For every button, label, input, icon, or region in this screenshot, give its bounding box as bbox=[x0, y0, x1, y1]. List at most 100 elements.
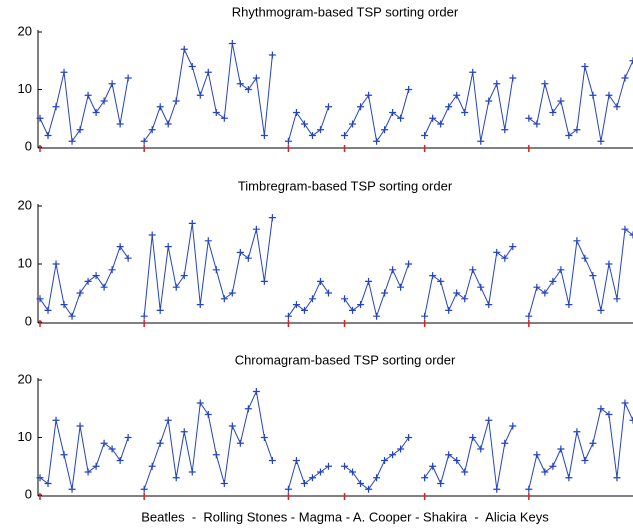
data-point bbox=[469, 68, 477, 76]
data-point bbox=[461, 295, 469, 303]
data-point bbox=[172, 97, 180, 105]
data-point bbox=[493, 80, 501, 88]
data-point bbox=[244, 86, 252, 93]
data-point bbox=[509, 74, 517, 82]
data-point bbox=[140, 312, 148, 320]
data-point bbox=[485, 416, 493, 424]
data-point bbox=[533, 120, 541, 128]
data-point bbox=[501, 439, 509, 447]
data-point bbox=[92, 272, 100, 280]
data-point bbox=[68, 485, 76, 493]
data-point bbox=[597, 405, 605, 413]
data-point bbox=[244, 405, 252, 413]
data-point bbox=[341, 295, 349, 303]
data-point bbox=[92, 109, 100, 116]
data-point bbox=[605, 411, 613, 418]
data-point bbox=[260, 132, 268, 139]
data-point bbox=[260, 277, 268, 285]
data-point bbox=[68, 312, 76, 320]
data-point bbox=[541, 289, 549, 297]
data-point bbox=[629, 231, 633, 239]
data-point bbox=[84, 277, 92, 285]
data-point bbox=[445, 306, 453, 314]
data-point bbox=[212, 451, 220, 459]
data-point bbox=[236, 439, 244, 447]
data-point bbox=[357, 103, 365, 111]
data-point bbox=[573, 126, 581, 134]
data-point bbox=[557, 97, 565, 105]
data-point bbox=[36, 114, 44, 122]
data-point bbox=[108, 266, 116, 274]
data-point bbox=[629, 57, 633, 65]
data-point bbox=[381, 126, 389, 134]
data-point bbox=[124, 434, 132, 441]
data-point bbox=[373, 137, 381, 145]
data-point bbox=[36, 474, 44, 482]
data-point bbox=[212, 109, 220, 116]
data-point bbox=[308, 474, 316, 482]
data-point bbox=[316, 468, 324, 476]
data-point bbox=[44, 480, 52, 487]
data-point bbox=[501, 126, 509, 134]
data-point bbox=[421, 312, 429, 320]
data-point bbox=[228, 422, 236, 430]
data-point bbox=[581, 457, 589, 464]
data-point bbox=[156, 439, 164, 447]
data-point bbox=[108, 445, 116, 453]
data-point bbox=[220, 480, 228, 487]
data-point bbox=[493, 248, 501, 256]
data-point bbox=[349, 468, 357, 476]
y-tick-label: 10 bbox=[18, 81, 32, 96]
plot bbox=[36, 214, 633, 327]
y-tick-label: 10 bbox=[18, 255, 32, 270]
data-point bbox=[389, 109, 397, 116]
data-point bbox=[212, 266, 220, 274]
data-point bbox=[188, 219, 196, 227]
data-point bbox=[324, 462, 332, 470]
data-point bbox=[493, 485, 501, 493]
data-point bbox=[204, 411, 212, 418]
data-point bbox=[236, 248, 244, 256]
data-point bbox=[389, 266, 397, 274]
data-point bbox=[541, 80, 549, 88]
chart-title: Timbregram-based TSP sorting order bbox=[238, 178, 453, 193]
data-point bbox=[461, 109, 469, 116]
data-point bbox=[437, 480, 445, 487]
data-point bbox=[196, 91, 204, 99]
data-point bbox=[180, 272, 188, 280]
data-point bbox=[292, 457, 300, 464]
data-point bbox=[445, 103, 453, 111]
data-point bbox=[621, 225, 629, 233]
data-point bbox=[477, 137, 485, 145]
data-point bbox=[252, 225, 260, 233]
data-point bbox=[613, 295, 621, 303]
data-point bbox=[525, 485, 533, 493]
data-point bbox=[284, 485, 292, 493]
data-point bbox=[228, 40, 236, 47]
data-point bbox=[196, 301, 204, 309]
data-point bbox=[621, 399, 629, 407]
data-point bbox=[581, 254, 589, 262]
data-point bbox=[405, 260, 413, 268]
data-point bbox=[36, 295, 44, 303]
data-point bbox=[341, 132, 349, 139]
plot bbox=[36, 40, 633, 152]
data-point bbox=[533, 283, 541, 291]
data-point bbox=[52, 103, 60, 111]
data-point bbox=[397, 283, 405, 291]
data-point bbox=[148, 462, 156, 470]
data-point bbox=[260, 434, 268, 441]
data-point bbox=[140, 485, 148, 493]
data-point bbox=[156, 306, 164, 314]
series-line bbox=[39, 43, 633, 143]
data-point bbox=[429, 462, 437, 470]
y-tick-label: 0 bbox=[25, 486, 32, 501]
data-point bbox=[44, 132, 52, 139]
data-point bbox=[116, 120, 124, 128]
y-tick-label: 20 bbox=[18, 197, 32, 212]
data-point bbox=[397, 114, 405, 122]
data-point bbox=[164, 243, 172, 251]
data-point bbox=[100, 439, 108, 447]
data-point bbox=[268, 51, 276, 59]
